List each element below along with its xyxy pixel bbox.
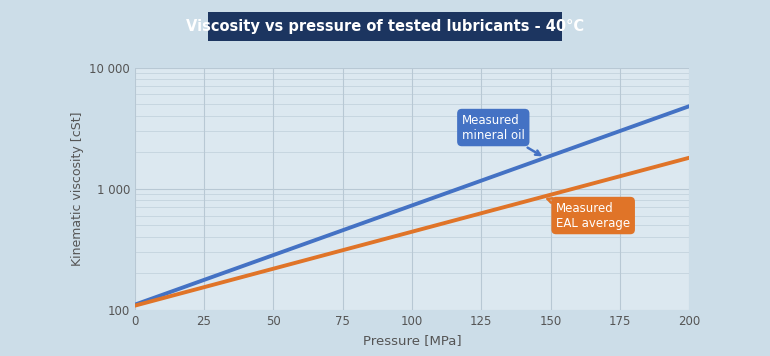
Text: Measured
mineral oil: Measured mineral oil — [462, 114, 541, 155]
Text: Viscosity vs pressure of tested lubricants - 40°C: Viscosity vs pressure of tested lubrican… — [186, 19, 584, 34]
Y-axis label: Kinematic viscosity [cSt]: Kinematic viscosity [cSt] — [71, 111, 84, 266]
Text: Measured
EAL average: Measured EAL average — [547, 198, 630, 230]
X-axis label: Pressure [MPa]: Pressure [MPa] — [363, 335, 461, 347]
